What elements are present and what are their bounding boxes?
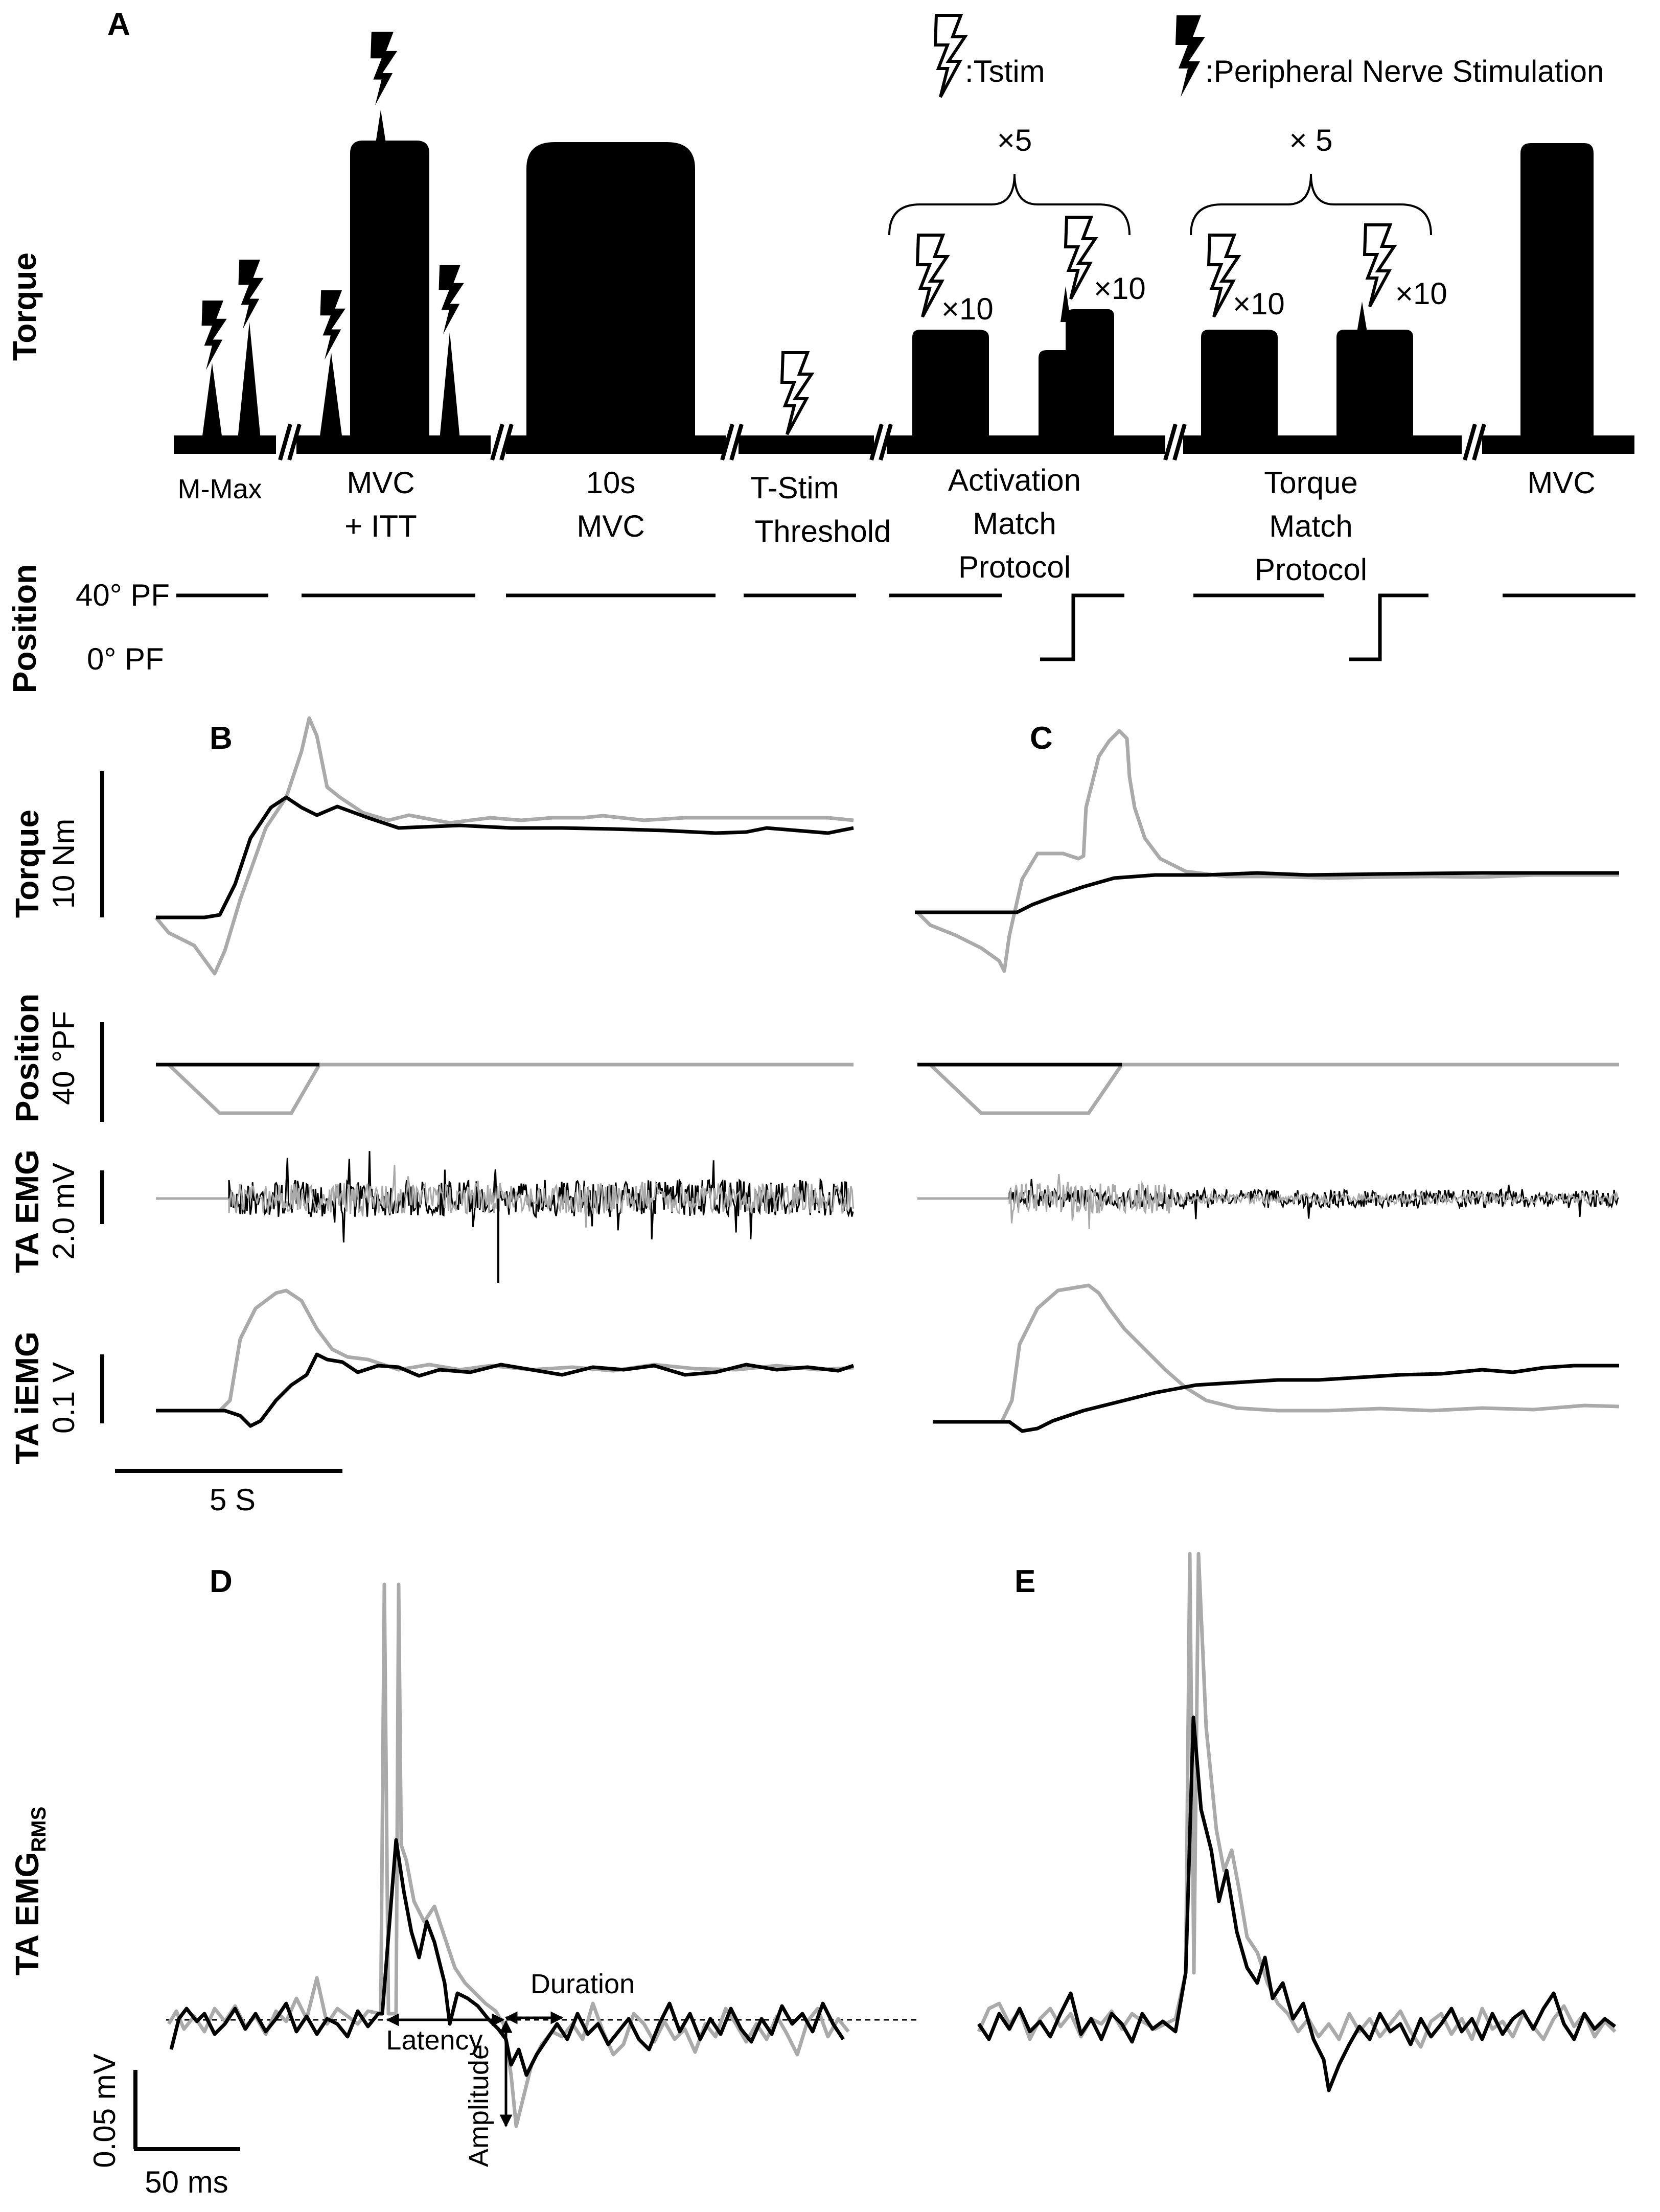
svg-text:Threshold: Threshold (755, 514, 891, 548)
panel-b-torque (154, 716, 854, 976)
scale-bars-d (133, 2070, 240, 2151)
m-max-twitches (201, 260, 264, 440)
final-mvc-block (1520, 143, 1594, 440)
svg-text:TA iEMG: TA iEMG (9, 1331, 45, 1464)
svg-text:MVC: MVC (577, 509, 644, 543)
d-scale-y-label: 0.05 mV (87, 2054, 122, 2168)
panel-c-torque (915, 729, 1619, 973)
panel-b-label: B (210, 721, 233, 756)
duration-label: Duration (531, 1969, 635, 1999)
position-axis-label: Position (6, 564, 43, 693)
amplitude-label: Amplitude (464, 2044, 494, 2167)
svg-text:10 Nm: 10 Nm (47, 819, 81, 909)
panel-c-position (917, 1063, 1619, 1115)
svg-text:Torque: Torque (1264, 466, 1357, 500)
tstim-legend-icon (935, 15, 965, 97)
svg-text:Protocol: Protocol (958, 550, 1071, 584)
panel-b-ta-iemg (156, 1288, 855, 1428)
panel-c-ta-emg (917, 1173, 1619, 1230)
panel-c-ta-iemg (933, 1283, 1620, 1433)
peripheral-stim-legend-icon (1175, 15, 1205, 97)
svg-text:×10: ×10 (1233, 287, 1285, 321)
svg-text:Match: Match (1269, 509, 1352, 543)
svg-text:Protocol: Protocol (1255, 552, 1367, 587)
tstim-threshold-bolt (782, 353, 812, 434)
position-trace-a (176, 593, 1635, 661)
svg-text:TA EMG: TA EMG (9, 1149, 45, 1273)
torque-axis-label: Torque (6, 252, 43, 361)
panel-e-rms-traces (977, 1552, 1617, 2092)
svg-text:+ ITT: + ITT (344, 509, 417, 543)
activation-match-blocks: ×10 ×10 ×5 (888, 123, 1146, 440)
torque-match-blocks: ×10 ×10 × 5 (1190, 123, 1447, 440)
panel-b-position (156, 1063, 854, 1115)
d-scale-x-label: 50 ms (145, 2165, 228, 2199)
svg-text:×10: ×10 (1395, 276, 1447, 311)
panel-b-ta-emg (156, 1151, 855, 1283)
svg-text:Activation: Activation (948, 463, 1081, 497)
phase-labels: M-Max MVC + ITT 10s MVC T-Stim Threshold… (178, 463, 1596, 587)
activation-repeat: ×5 (997, 123, 1032, 157)
trace-row-labels: Torque 10 Nm Position 40 °PF TA EMG 2.0 … (9, 810, 81, 1464)
panel-e-label: E (1015, 1564, 1035, 1599)
panel-d-annotations: Latency Duration Amplitude (386, 1969, 635, 2167)
svg-text:Position: Position (9, 994, 45, 1122)
panel-a-label: A (107, 7, 130, 42)
panel-d-rms-traces (167, 1582, 850, 2128)
svg-text:MVC: MVC (347, 466, 414, 500)
mvc-itt-block (319, 31, 464, 440)
svg-text:Match: Match (973, 506, 1056, 541)
tstim-legend-label: :Tstim (965, 54, 1045, 88)
position-40pf-label: 40° PF (76, 578, 170, 612)
scale-bars-b (100, 771, 342, 1473)
svg-text:M-Max: M-Max (178, 474, 262, 504)
svg-text:MVC: MVC (1527, 466, 1595, 500)
torque-repeat: × 5 (1289, 123, 1332, 157)
svg-text:×10: ×10 (941, 292, 994, 326)
peripheral-stim-legend-label: :Peripheral Nerve Stimulation (1205, 54, 1604, 88)
svg-text:2.0 mV: 2.0 mV (47, 1163, 81, 1260)
svg-text:0.1 V: 0.1 V (47, 1362, 81, 1434)
position-0pf-label: 0° PF (87, 642, 164, 676)
mvc-10s-block (526, 142, 695, 440)
svg-text:T-Stim: T-Stim (750, 471, 839, 505)
svg-text:×10: ×10 (1094, 271, 1146, 306)
panel-d-label: D (210, 1564, 233, 1599)
svg-text:10s: 10s (586, 466, 636, 500)
panel-c-label: C (1030, 721, 1053, 756)
rms-axis-label: TA EMGRMS (9, 1807, 50, 1976)
svg-text:Torque: Torque (9, 810, 45, 918)
svg-text:40 °PF: 40 °PF (47, 1011, 81, 1105)
time-scale-label: 5 S (210, 1483, 256, 1517)
latency-label: Latency (386, 2025, 482, 2056)
svg-text:TA EMGRMS: TA EMGRMS (9, 1807, 50, 1976)
